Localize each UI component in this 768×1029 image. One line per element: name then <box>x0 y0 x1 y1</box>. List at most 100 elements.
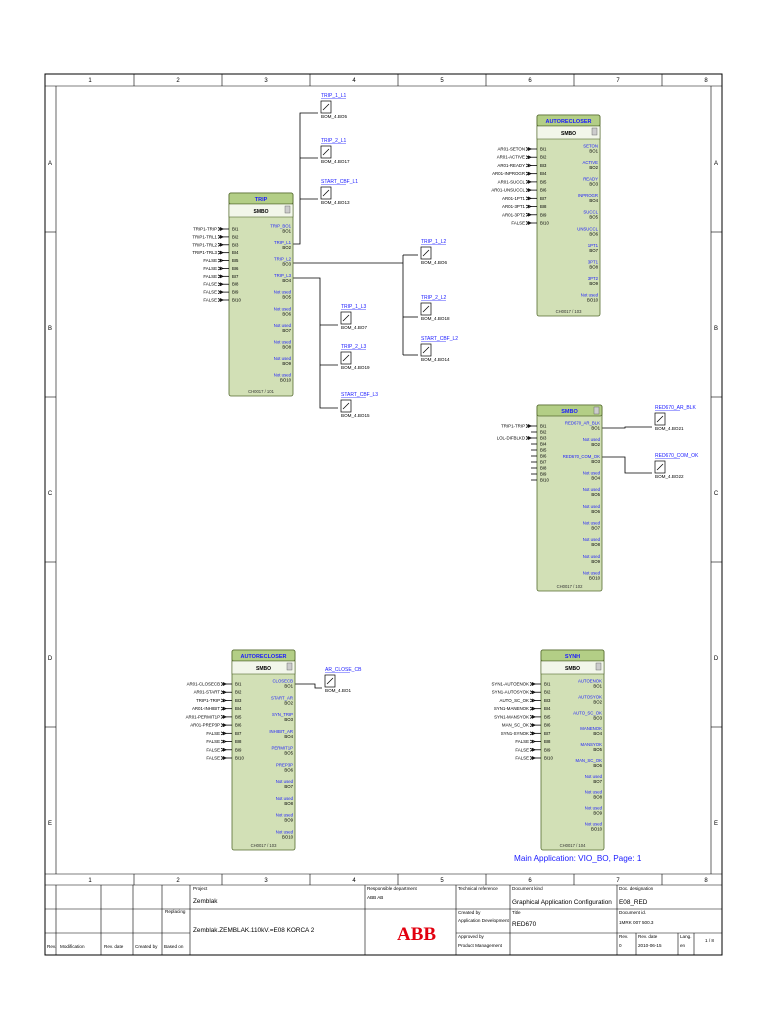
contact-bom-address: BOM_4.BO17 <box>321 159 350 164</box>
subject-value: Zemblak.ZEMBLAK.110kV.=E08 KORCA 2 <box>193 927 315 934</box>
col-revdate-label: Rev. date <box>104 944 124 949</box>
output-pin: BO1 <box>593 684 602 689</box>
input-signal-label: FALSE <box>515 747 529 752</box>
input-signal-label: AR01-3PT1 <box>502 204 525 209</box>
output-signal-label: PREP3P <box>276 762 293 767</box>
input-pin: BI10 <box>540 221 549 226</box>
contact-bom-address: BOM_4.BO14 <box>421 357 450 362</box>
input-pin: BI1 <box>235 682 242 687</box>
output-pin: BO8 <box>591 542 600 547</box>
connector-arrow-icon <box>525 196 532 201</box>
output-signal-label: Not used <box>583 537 601 542</box>
input-pin: BI6 <box>232 266 239 271</box>
input-pin: BI2 <box>540 155 547 160</box>
output-pin: BO4 <box>593 731 602 736</box>
output-signal-label: CLOSECB <box>272 679 293 684</box>
input-signal-label: LOL-DIFBLKD <box>497 436 525 441</box>
output-signal-label: 1PT1 <box>588 243 599 248</box>
input-signal-label: AUTO_SC_OK <box>500 698 530 703</box>
connector-arrow-icon <box>529 723 536 727</box>
output-signal-label: Not used <box>585 806 603 811</box>
input-pin: BI8 <box>232 282 239 287</box>
input-pin: BI8 <box>235 739 242 744</box>
input-pin: BI5 <box>544 714 551 719</box>
contact-red670-com-ok: RED670_COM_OK BOM_4.BO22 <box>654 453 699 479</box>
outer-frame <box>44 73 723 956</box>
output-signal-label: RED670_AR_BLK <box>565 421 600 426</box>
grid-row-label: C <box>714 491 719 497</box>
output-signal-label: Not used <box>585 790 603 795</box>
output-signal-label: Not used <box>585 774 603 779</box>
output-signal-label: SETON <box>583 144 598 149</box>
lang-value: en <box>680 943 686 948</box>
input-pin: BI8 <box>540 466 547 471</box>
connector-arrow-icon <box>217 274 224 279</box>
output-pin: BO3 <box>282 262 291 267</box>
output-signal-label: Not used <box>274 356 292 361</box>
grid-row-label: B <box>48 326 52 332</box>
connector-arrow-icon <box>529 739 536 744</box>
output-pin: BO1 <box>589 149 598 154</box>
grid-column-label: 3 <box>264 878 268 884</box>
input-pin: BI8 <box>544 739 551 744</box>
output-pin: BO1 <box>282 229 291 234</box>
output-signal-label: AUTOSYOK <box>578 694 602 699</box>
output-signal-label: Not used <box>276 796 294 801</box>
output-signal-label: Not used <box>274 373 292 378</box>
project-value: Zemblak <box>193 898 218 905</box>
connector-arrow-icon <box>529 698 536 703</box>
input-signal-label: AR01-START <box>194 690 221 695</box>
grid-row-label: C <box>48 491 53 497</box>
output-pin: BO3 <box>284 717 293 722</box>
connector-arrow-icon <box>525 155 532 160</box>
connector-arrow-icon <box>525 171 532 176</box>
input-pin: BI1 <box>544 682 551 687</box>
grid-row-label: D <box>714 656 719 662</box>
connector-arrow-icon <box>220 723 227 727</box>
resp-dept-value: ABB AB <box>367 895 383 900</box>
output-signal-label: Not used <box>276 779 294 784</box>
input-pin: BI2 <box>544 690 551 695</box>
block-id: CH0017 / 104 <box>560 843 587 848</box>
input-signal-label: AR01-INPROGR <box>492 171 525 176</box>
block-type: SMBO <box>561 131 576 137</box>
output-pin: BO3 <box>589 182 598 187</box>
grid-column-label: 1 <box>88 878 92 884</box>
input-pin: BI7 <box>540 196 547 201</box>
input-signal-label: FALSE <box>203 258 217 263</box>
connector-arrow-icon <box>529 715 536 719</box>
grid-column-label: 4 <box>352 878 356 884</box>
grid-row-label: A <box>714 161 718 167</box>
input-signal-label: AR01-PERMIT1P <box>186 714 220 719</box>
output-pin: BO6 <box>591 509 600 514</box>
main-application-label: Main Application: VIO_BO, Page: 1 <box>514 854 642 863</box>
connector-arrow-icon <box>217 290 224 294</box>
input-signal-label: SYN1-AUTOENOK <box>492 682 530 687</box>
doc-designation-value: E08_RED <box>619 899 648 906</box>
output-pin: BO8 <box>593 795 602 800</box>
input-signal-label: TRIP1-TRL2 <box>192 242 217 247</box>
replacing-label: Replacing <box>165 909 186 914</box>
input-signal-label: FALSE <box>203 274 217 279</box>
output-signal-label: INHIBIT_AR <box>269 729 293 734</box>
input-pin: BI2 <box>232 234 239 239</box>
output-signal-label: Not used <box>274 306 292 311</box>
input-pin: BI1 <box>540 424 547 429</box>
block-title: SMBO <box>561 409 578 415</box>
input-signal-label: AR01-SUCCL <box>498 179 526 184</box>
input-pin: BI4 <box>235 706 242 711</box>
output-signal-label: MANENOK <box>580 726 602 731</box>
wires <box>293 112 652 689</box>
input-pin: BI10 <box>235 756 244 761</box>
input-pin: BI2 <box>540 430 547 435</box>
input-signal-label: AR01-SETON <box>498 147 526 152</box>
connector-arrow-icon <box>525 204 532 209</box>
input-pin: BI3 <box>544 698 551 703</box>
output-signal-label: TRIP_L3 <box>274 273 292 278</box>
block-type: SMBO <box>254 209 269 215</box>
input-signal-label: AR01-PREP3P <box>190 723 220 728</box>
rev-label: Rev. <box>619 934 628 939</box>
connector-arrow-icon <box>529 690 536 695</box>
rev-date-label: Rev. date <box>638 934 658 939</box>
grid-row-labels: A A B B C C D D E E <box>45 161 722 827</box>
